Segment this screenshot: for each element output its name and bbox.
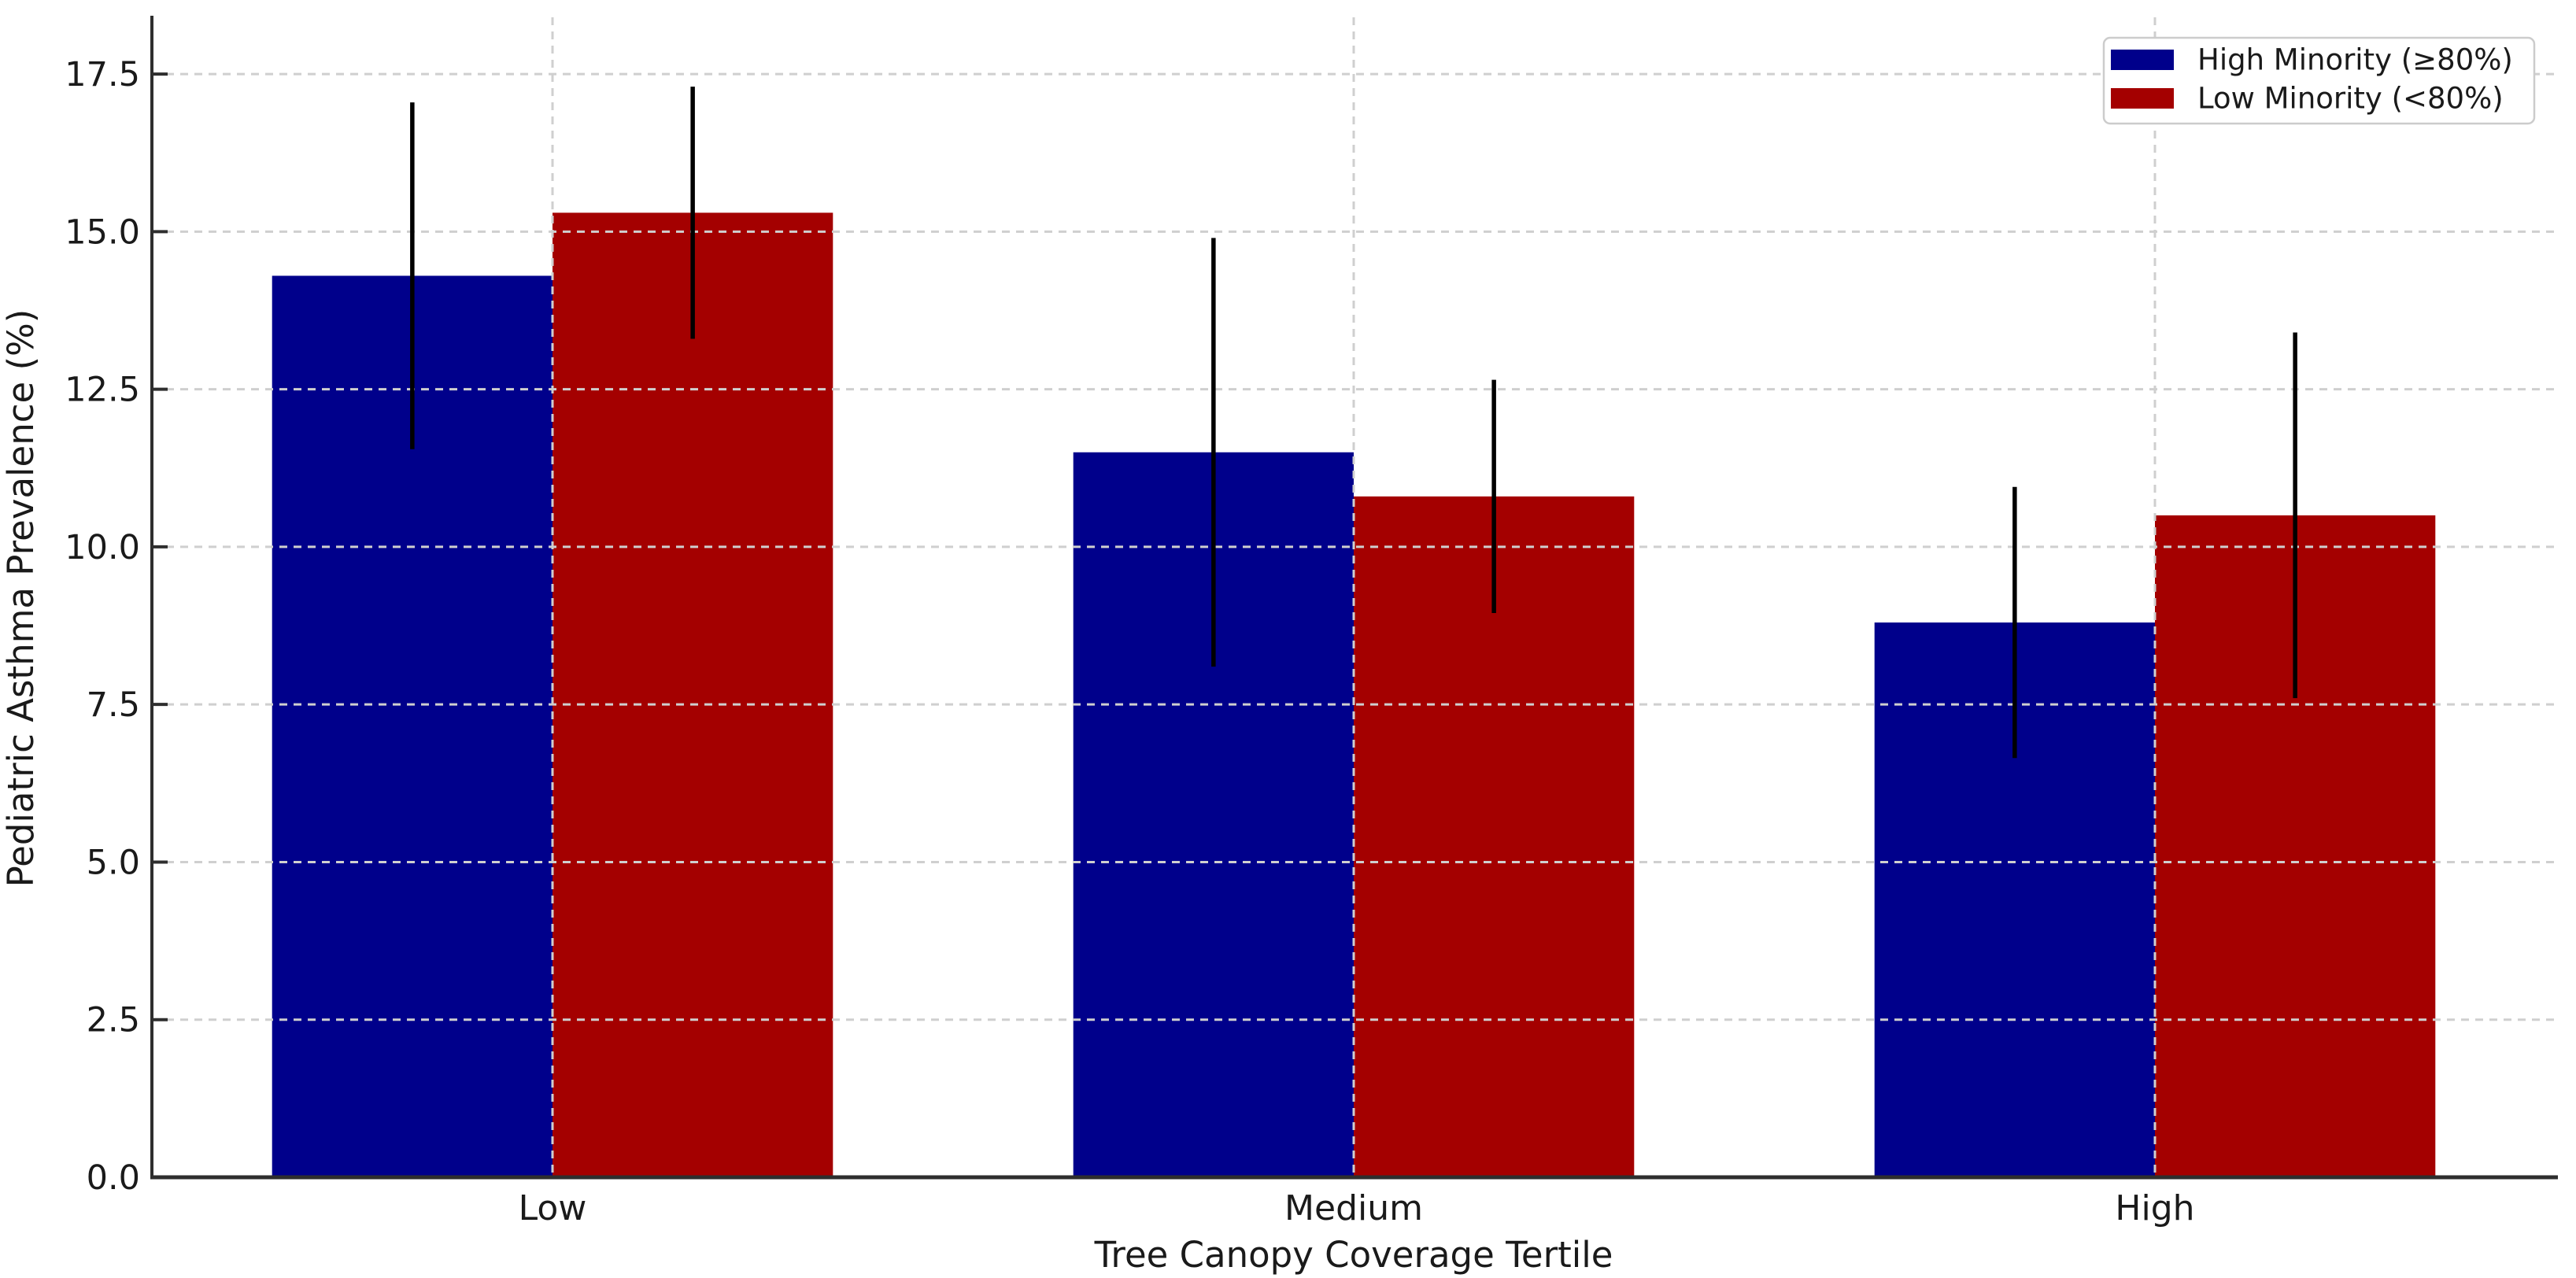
tick-label-y-10: 10.0	[65, 528, 140, 567]
tick-label-x-high: High	[2115, 1188, 2194, 1228]
legend-label-high-minority: High Minority (≥80%)	[2197, 43, 2513, 77]
legend-label-low-minority: Low Minority (<80%)	[2197, 82, 2504, 116]
axes-group	[150, 16, 2558, 1180]
tick-label-y-12.5: 12.5	[65, 371, 140, 410]
tick-label-y-17.5: 17.5	[65, 55, 140, 94]
tick-label-y-2.5: 2.5	[87, 1001, 140, 1040]
tick-label-y-5: 5.0	[87, 843, 140, 882]
legend-swatch-high-minority	[2111, 50, 2174, 70]
tick-label-y-0: 0.0	[87, 1158, 140, 1198]
legend-swatch-low-minority	[2111, 88, 2174, 109]
legend: High Minority (≥80%) Low Minority (<80%)	[2102, 36, 2536, 125]
tick-labels-group: 0.0 2.5 5.0 7.5 10.0 12.5 15.0 17.5 Low Medium Hig…	[65, 55, 2194, 1228]
tick-label-x-medium: Medium	[1284, 1188, 1423, 1228]
tick-label-x-low: Low	[519, 1188, 587, 1228]
tick-label-y-15: 15.0	[65, 212, 140, 252]
bar-low-minority-low	[553, 212, 833, 1178]
legend-box	[2102, 36, 2536, 125]
y-axis-label: Pediatric Asthma Prevalence (%)	[0, 309, 42, 888]
errorbars-group	[410, 87, 2297, 759]
tick-label-y-7.5: 7.5	[87, 685, 140, 725]
x-axis-label: Tree Canopy Coverage Tertile	[1094, 1234, 1613, 1276]
gridlines-group	[152, 17, 2556, 1177]
